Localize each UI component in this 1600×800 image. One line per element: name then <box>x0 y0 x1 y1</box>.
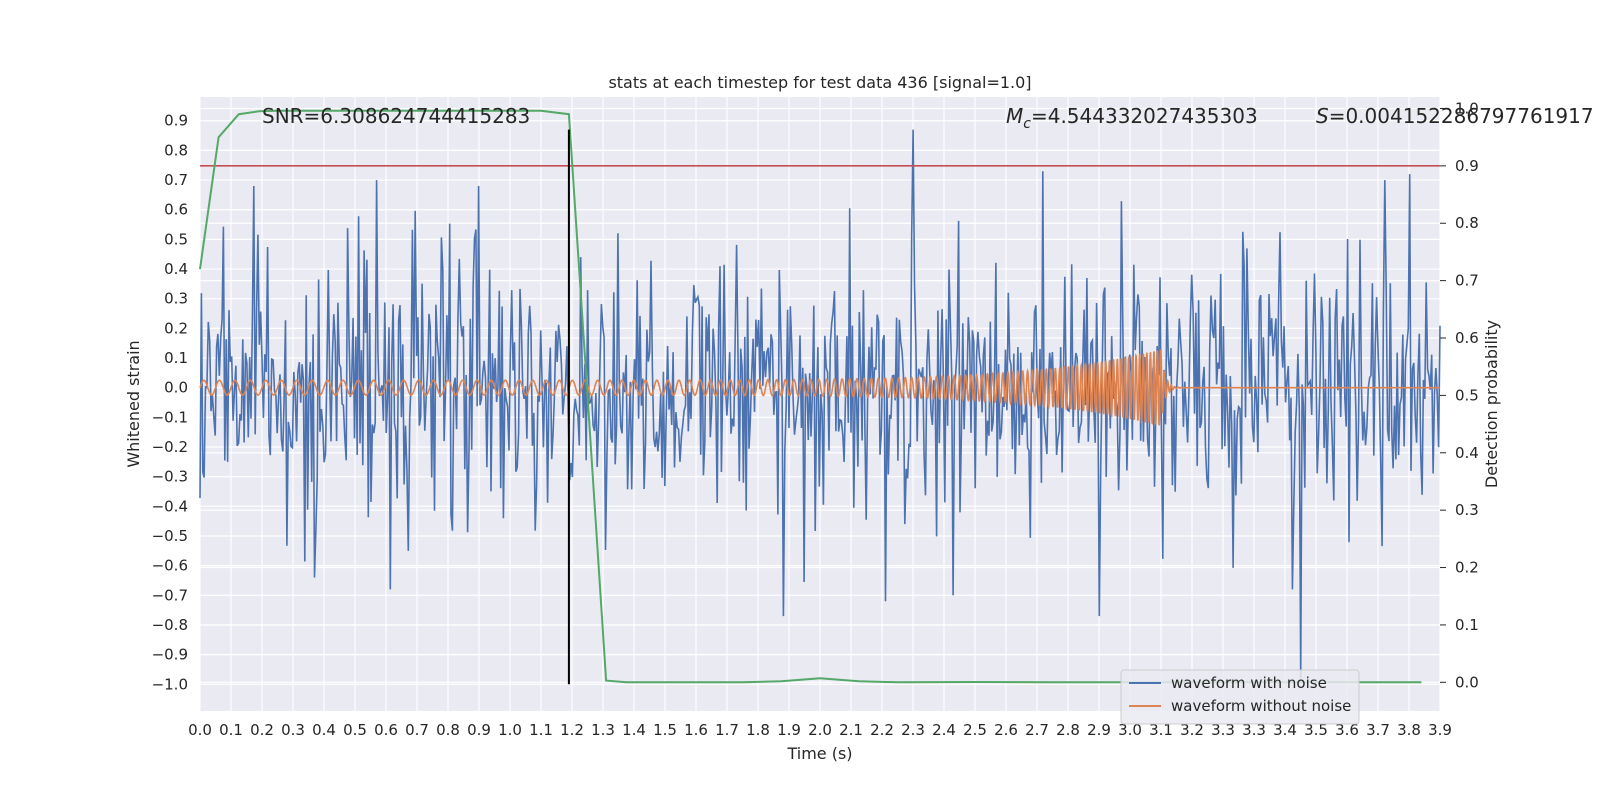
x-tick-label: 1.6 <box>684 721 708 739</box>
x-tick-label: 3.3 <box>1211 721 1235 739</box>
x-tick-label: 2.0 <box>808 721 832 739</box>
x-tick-label: 0.0 <box>188 721 212 739</box>
x-tick-label: 1.8 <box>746 721 770 739</box>
y-left-tick-label: 0.2 <box>164 319 188 337</box>
x-axis-label: Time (s) <box>786 744 852 763</box>
x-tick-label: 3.5 <box>1304 721 1328 739</box>
x-tick-label: 3.1 <box>1149 721 1173 739</box>
y-left-tick-label: 0.3 <box>164 290 188 308</box>
y-right-tick-label: 0.8 <box>1455 214 1479 232</box>
y-right-tick-label: 0.2 <box>1455 559 1479 577</box>
y-left-tick-label: 0.1 <box>164 349 188 367</box>
x-tick-label: 1.2 <box>560 721 584 739</box>
y-left-tick-label: −0.2 <box>152 438 188 456</box>
x-tick-label: 0.4 <box>312 721 336 739</box>
series-waveform-without-noise <box>199 349 1440 426</box>
x-tick-label: 3.3 <box>1242 721 1266 739</box>
y-right-tick-label: 1.0 <box>1455 99 1479 117</box>
tick-labels: 0.0 0.1 0.2 0.3 0.4 0.5 0.6 0.7 0.8 0.9 1.0 1.1 1.2 1… <box>152 99 1479 739</box>
s-symbol: S <box>1316 104 1329 128</box>
x-tick-label: 3.4 <box>1273 721 1297 739</box>
y-left-tick-label: −0.9 <box>152 646 188 664</box>
y-left-tick-label: 0.0 <box>164 379 188 397</box>
x-tick-label: 2.3 <box>901 721 925 739</box>
y-left-tick-label: 0.9 <box>164 112 188 130</box>
y-right-tick-label: 0.1 <box>1455 616 1479 634</box>
y-right-tick-label: 0.3 <box>1455 501 1479 519</box>
y-right-tick-label: 0.4 <box>1455 444 1479 462</box>
x-tick-label: 0.9 <box>467 721 491 739</box>
legend-label-noise: waveform with noise <box>1171 674 1327 692</box>
x-tick-label: 0.5 <box>343 721 367 739</box>
x-tick-label: 1.3 <box>591 721 615 739</box>
grid-lines <box>199 97 1441 711</box>
x-tick-label: 3.2 <box>1180 721 1204 739</box>
s-value: =0.004152286797761917 <box>1329 104 1594 128</box>
x-tick-label: 1.9 <box>777 721 801 739</box>
x-tick-label: 2.8 <box>1056 721 1080 739</box>
x-tick-label: 1.0 <box>498 721 522 739</box>
x-tick-label: 0.6 <box>374 721 398 739</box>
x-tick-label: 2.1 <box>839 721 863 739</box>
x-tick-label: 1.5 <box>653 721 677 739</box>
x-tick-label: 3.8 <box>1397 721 1421 739</box>
x-tick-label: 0.7 <box>405 721 429 739</box>
snr-annotation: SNR=6.308624744415283 <box>262 104 530 128</box>
x-tick-label: 3.9 <box>1428 721 1452 739</box>
s-annotation: S=0.004152286797761917 <box>1316 104 1594 128</box>
y-left-tick-label: −0.4 <box>152 497 188 515</box>
y-left-tick-label: 0.5 <box>164 230 188 248</box>
x-tick-label: 0.3 <box>281 721 305 739</box>
y-left-tick-label: −0.7 <box>152 586 188 604</box>
x-tick-label: 3.0 <box>1118 721 1142 739</box>
y-right-tick-label: 0.5 <box>1455 386 1479 404</box>
x-tick-label: 2.6 <box>994 721 1018 739</box>
legend-box <box>1120 669 1360 725</box>
series-detection-probability <box>199 109 1422 684</box>
mc-subscript: c <box>1023 116 1031 132</box>
legend-label-clean: waveform without noise <box>1171 697 1351 715</box>
y-left-tick-label: −0.6 <box>152 557 188 575</box>
y-left-tick-label: 0.6 <box>164 201 188 219</box>
x-tick-label: 2.9 <box>1087 721 1111 739</box>
mc-value: =4.544332027435303 <box>1031 104 1258 128</box>
x-tick-label: 1.7 <box>715 721 739 739</box>
chart-title: stats at each timestep for test data 436… <box>608 73 1031 92</box>
y-right-tick-label: 0.9 <box>1455 157 1479 175</box>
legend: waveform with noise waveform without noi… <box>1120 669 1360 725</box>
series-waveform-with-noise <box>199 129 1441 679</box>
mc-symbol: M <box>1006 104 1023 128</box>
y-left-tick-label: −0.3 <box>152 468 188 486</box>
x-tick-label: 2.7 <box>1025 721 1049 739</box>
x-tick-label: 0.1 <box>219 721 243 739</box>
x-tick-label: 0.8 <box>436 721 460 739</box>
y-left-tick-label: −0.1 <box>152 408 188 426</box>
y-right-tick-label: 0.6 <box>1455 329 1479 347</box>
chirp-mass-annotation: Mc=4.544332027435303 <box>1006 104 1258 132</box>
x-tick-label: 1.1 <box>529 721 553 739</box>
y-left-tick-label: 0.7 <box>164 171 188 189</box>
x-tick-label: 2.5 <box>963 721 987 739</box>
y-right-tick-label: 0.0 <box>1455 673 1479 691</box>
x-tick-label: 2.2 <box>870 721 894 739</box>
y-left-tick-label: −0.8 <box>152 616 188 634</box>
x-tick-label: 3.6 <box>1335 721 1359 739</box>
y-left-tick-label: 0.8 <box>164 141 188 159</box>
x-tick-label: 3.7 <box>1366 721 1390 739</box>
x-tick-label: 0.2 <box>250 721 274 739</box>
y-axis-label-left: Whitened strain <box>124 340 143 467</box>
x-tick-label: 2.4 <box>932 721 956 739</box>
y-left-tick-label: 0.4 <box>164 260 188 278</box>
x-tick-label: 1.4 <box>622 721 646 739</box>
y-right-tick-label: 0.7 <box>1455 272 1479 290</box>
series-layer <box>199 109 1441 685</box>
y-left-tick-label: −0.5 <box>152 527 188 545</box>
y-axis-label-right: Detection probability <box>1482 320 1501 488</box>
y-left-tick-label: −1.0 <box>152 675 188 693</box>
